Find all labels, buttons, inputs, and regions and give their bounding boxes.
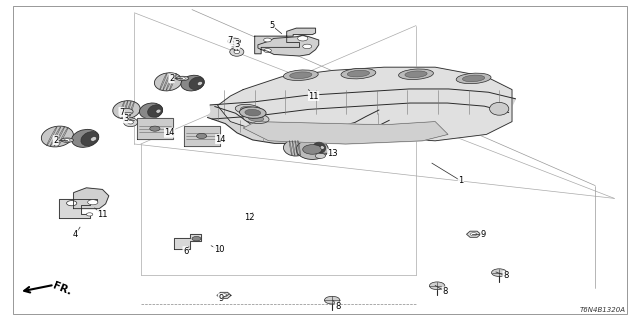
- Text: 9: 9: [218, 294, 223, 303]
- Ellipse shape: [128, 121, 133, 124]
- Polygon shape: [207, 107, 389, 143]
- Ellipse shape: [239, 107, 266, 118]
- Ellipse shape: [348, 70, 369, 77]
- Text: 8: 8: [503, 271, 508, 280]
- Circle shape: [221, 294, 227, 297]
- Text: 11: 11: [308, 92, 319, 100]
- Circle shape: [196, 133, 207, 139]
- Ellipse shape: [405, 71, 427, 77]
- Circle shape: [470, 233, 477, 236]
- Polygon shape: [467, 231, 481, 237]
- Text: 3: 3: [124, 114, 129, 123]
- Polygon shape: [218, 67, 512, 141]
- Ellipse shape: [42, 126, 74, 147]
- Ellipse shape: [148, 105, 163, 117]
- Circle shape: [86, 213, 93, 216]
- Polygon shape: [258, 35, 319, 56]
- Polygon shape: [184, 126, 220, 146]
- Text: T6N4B1320A: T6N4B1320A: [580, 307, 626, 313]
- Circle shape: [492, 269, 507, 276]
- Text: 7: 7: [119, 108, 124, 116]
- Text: 7: 7: [228, 36, 233, 44]
- Text: 2: 2: [169, 74, 174, 83]
- Ellipse shape: [176, 76, 189, 81]
- Ellipse shape: [241, 107, 256, 112]
- Ellipse shape: [243, 113, 269, 124]
- Circle shape: [228, 38, 241, 44]
- Text: 1: 1: [458, 176, 463, 185]
- Circle shape: [264, 49, 271, 52]
- Circle shape: [179, 77, 186, 80]
- Ellipse shape: [456, 73, 491, 84]
- Ellipse shape: [81, 132, 99, 146]
- Ellipse shape: [245, 109, 260, 116]
- Text: 2: 2: [53, 136, 58, 145]
- Circle shape: [429, 282, 445, 290]
- Text: FR.: FR.: [51, 281, 73, 297]
- Ellipse shape: [296, 140, 328, 159]
- Ellipse shape: [181, 75, 204, 91]
- Circle shape: [150, 126, 160, 131]
- Polygon shape: [74, 188, 109, 209]
- Circle shape: [192, 236, 201, 241]
- Text: 11: 11: [97, 210, 108, 219]
- Ellipse shape: [303, 145, 322, 154]
- Ellipse shape: [124, 118, 138, 127]
- Text: 4: 4: [73, 230, 78, 239]
- Text: 3: 3: [234, 40, 239, 49]
- Ellipse shape: [154, 73, 182, 91]
- Text: 13: 13: [328, 149, 338, 158]
- Polygon shape: [59, 199, 97, 218]
- Ellipse shape: [248, 116, 264, 121]
- Ellipse shape: [320, 146, 324, 149]
- Text: 14: 14: [216, 135, 226, 144]
- Ellipse shape: [463, 75, 484, 82]
- Ellipse shape: [61, 138, 74, 142]
- Ellipse shape: [490, 102, 509, 115]
- Text: 8: 8: [442, 287, 447, 296]
- Ellipse shape: [197, 81, 202, 85]
- Circle shape: [120, 108, 133, 115]
- Ellipse shape: [399, 69, 433, 79]
- Text: 9: 9: [481, 230, 486, 239]
- Ellipse shape: [234, 50, 239, 53]
- Circle shape: [264, 38, 271, 42]
- Ellipse shape: [72, 129, 99, 147]
- Polygon shape: [137, 118, 173, 139]
- Text: 5: 5: [269, 21, 275, 30]
- Ellipse shape: [341, 68, 376, 79]
- Ellipse shape: [230, 47, 244, 56]
- Ellipse shape: [113, 101, 140, 119]
- Text: 14: 14: [164, 128, 175, 137]
- Text: 12: 12: [244, 213, 255, 222]
- Circle shape: [65, 139, 70, 141]
- Polygon shape: [255, 28, 316, 54]
- Circle shape: [303, 44, 312, 49]
- Text: 6: 6: [183, 247, 188, 256]
- Circle shape: [298, 36, 308, 41]
- Circle shape: [315, 153, 325, 158]
- Polygon shape: [174, 234, 201, 249]
- Polygon shape: [243, 122, 448, 144]
- Circle shape: [67, 201, 77, 206]
- Ellipse shape: [290, 72, 312, 78]
- Ellipse shape: [189, 77, 204, 90]
- Text: 10: 10: [214, 245, 224, 254]
- Text: 8: 8: [335, 302, 340, 311]
- Circle shape: [324, 296, 340, 304]
- Ellipse shape: [313, 142, 326, 153]
- Ellipse shape: [90, 137, 97, 141]
- Ellipse shape: [307, 141, 326, 155]
- Ellipse shape: [156, 109, 161, 113]
- Circle shape: [88, 200, 98, 205]
- Ellipse shape: [284, 140, 307, 156]
- Polygon shape: [217, 292, 231, 299]
- Ellipse shape: [236, 104, 261, 115]
- Ellipse shape: [284, 70, 318, 80]
- Ellipse shape: [140, 103, 163, 119]
- Polygon shape: [210, 89, 515, 119]
